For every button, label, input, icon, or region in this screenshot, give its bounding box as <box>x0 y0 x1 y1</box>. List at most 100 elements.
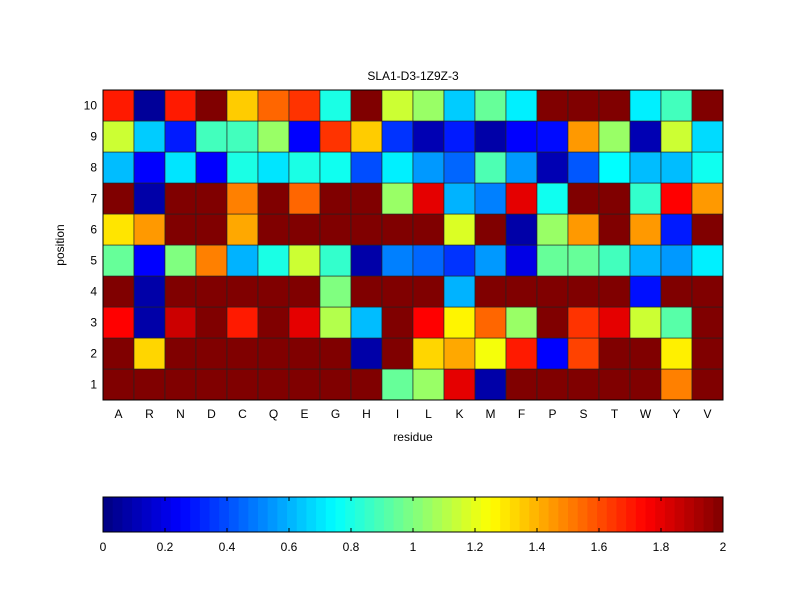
colorbar-segment <box>500 497 511 532</box>
cell-K-6 <box>443 213 476 246</box>
x-tick-label: P <box>548 407 556 421</box>
cell-C-10 <box>226 89 259 122</box>
cell-G-7 <box>319 182 352 215</box>
y-tick-label: 5 <box>90 254 97 268</box>
colorbar-segment <box>316 497 327 532</box>
cell-P-5 <box>536 244 569 277</box>
cell-I-7 <box>381 182 414 215</box>
cell-G-1 <box>319 368 352 401</box>
colorbar-segment <box>471 497 482 532</box>
colorbar-segment <box>258 497 269 532</box>
chart-title: SLA1-D3-1Z9Z-3 <box>367 69 459 83</box>
cell-N-5 <box>164 244 197 277</box>
cell-E-9 <box>288 120 321 153</box>
cell-A-10 <box>102 89 135 122</box>
cell-I-4 <box>381 275 414 308</box>
y-tick-label: 6 <box>90 223 97 237</box>
colorbar-segment <box>161 497 172 532</box>
cell-M-2 <box>474 337 507 370</box>
cell-D-9 <box>195 120 228 153</box>
cell-L-10 <box>412 89 445 122</box>
colorbar-segment <box>383 497 395 532</box>
cell-M-7 <box>474 182 507 215</box>
x-tick-label: M <box>486 407 496 421</box>
colorbar-segment <box>345 497 356 532</box>
cell-S-1 <box>567 368 600 401</box>
cell-G-3 <box>319 306 352 339</box>
cell-T-8 <box>598 151 631 184</box>
cell-P-7 <box>536 182 569 215</box>
colorbar-segment <box>674 497 685 532</box>
cell-H-6 <box>350 213 383 246</box>
cell-H-4 <box>350 275 383 308</box>
colorbar-tick-label: 1.2 <box>467 540 484 554</box>
cell-R-7 <box>133 182 166 215</box>
colorbar <box>102 496 724 533</box>
cell-G-2 <box>319 337 352 370</box>
cell-F-7 <box>505 182 538 215</box>
cell-R-2 <box>133 337 166 370</box>
cell-L-9 <box>412 120 445 153</box>
x-tick-label: T <box>611 407 619 421</box>
cell-T-1 <box>598 368 631 401</box>
colorbar-segment <box>238 497 249 532</box>
colorbar-segment <box>519 497 530 532</box>
cell-F-9 <box>505 120 538 153</box>
cell-Y-9 <box>660 120 693 153</box>
colorbar-segment <box>228 497 240 532</box>
colorbar-segment <box>645 497 656 532</box>
cell-N-6 <box>164 213 197 246</box>
y-tick-label: 9 <box>90 130 97 144</box>
cell-W-8 <box>629 151 662 184</box>
x-tick-label: E <box>300 407 308 421</box>
cell-K-10 <box>443 89 476 122</box>
colorbar-tick-label: 2 <box>720 540 727 554</box>
cell-D-3 <box>195 306 228 339</box>
cell-V-6 <box>691 213 724 246</box>
cell-F-10 <box>505 89 538 122</box>
cell-E-3 <box>288 306 321 339</box>
colorbar-segment <box>577 497 588 532</box>
cell-S-3 <box>567 306 600 339</box>
y-tick-label: 2 <box>90 347 97 361</box>
cell-E-2 <box>288 337 321 370</box>
colorbar-segment <box>374 497 385 532</box>
cell-L-4 <box>412 275 445 308</box>
x-axis-label: residue <box>393 430 433 444</box>
x-tick-label: Q <box>269 407 278 421</box>
cell-F-3 <box>505 306 538 339</box>
colorbar-segment <box>180 497 191 532</box>
cell-I-2 <box>381 337 414 370</box>
cell-W-9 <box>629 120 662 153</box>
cell-M-9 <box>474 120 507 153</box>
cell-F-2 <box>505 337 538 370</box>
colorbar-segment <box>122 497 133 532</box>
y-tick-label: 10 <box>84 99 98 113</box>
colorbar-segment <box>461 497 472 532</box>
cell-T-9 <box>598 120 631 153</box>
cell-P-3 <box>536 306 569 339</box>
cell-A-5 <box>102 244 135 277</box>
cell-Q-8 <box>257 151 290 184</box>
cell-P-10 <box>536 89 569 122</box>
cell-W-6 <box>629 213 662 246</box>
cell-E-1 <box>288 368 321 401</box>
colorbar-segment <box>548 497 559 532</box>
colorbar-segment <box>558 497 569 532</box>
cell-Q-6 <box>257 213 290 246</box>
x-tick-label: L <box>425 407 432 421</box>
colorbar-segment <box>587 497 598 532</box>
colorbar-segment <box>529 497 540 532</box>
cell-W-7 <box>629 182 662 215</box>
colorbar-segment <box>538 497 550 532</box>
cell-M-5 <box>474 244 507 277</box>
colorbar-segment <box>199 497 211 532</box>
x-tick-label: K <box>455 407 463 421</box>
cell-Q-9 <box>257 120 290 153</box>
colorbar-segment <box>413 497 424 532</box>
colorbar-tick-label: 0.8 <box>343 540 360 554</box>
cell-M-4 <box>474 275 507 308</box>
cell-N-10 <box>164 89 197 122</box>
cell-C-5 <box>226 244 259 277</box>
